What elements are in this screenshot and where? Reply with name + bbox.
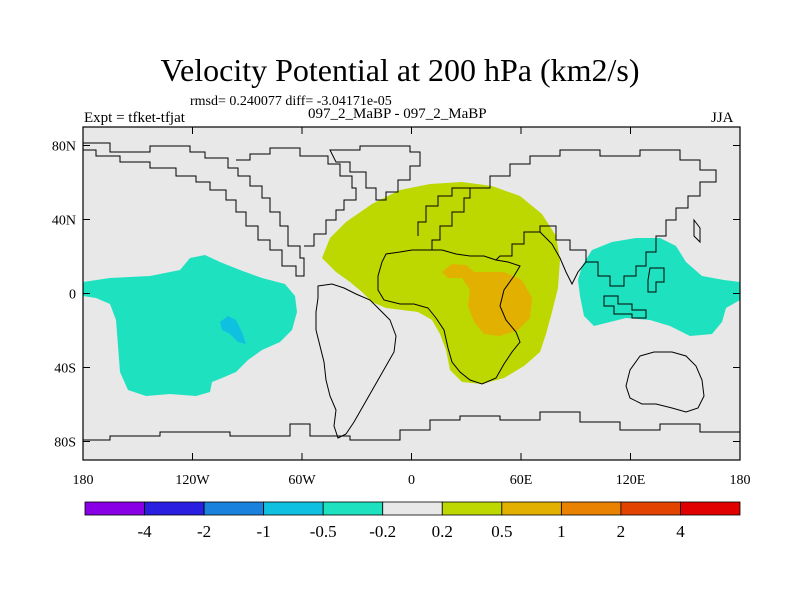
south-america	[315, 283, 397, 439]
x-tick-label: 60W	[288, 473, 316, 488]
colorbar-swatch	[620, 501, 681, 516]
colorbar-label: -0.5	[310, 522, 337, 541]
colorbar-label: -4	[137, 522, 152, 541]
europe-africa	[377, 187, 521, 385]
pacific-negative-region	[83, 255, 297, 396]
western-pacific-negative-region	[578, 238, 740, 336]
colorbar-swatch	[322, 501, 384, 516]
x-tick-label: 0	[408, 473, 415, 488]
axis-ticks: 180 120W 60W 0 60E 120E 180 80N 40N 0 40S 80S	[52, 127, 751, 488]
australia	[625, 351, 705, 413]
colorbar-swatch	[680, 501, 741, 516]
experiment-label: Expt = tfket-tfjat	[84, 110, 185, 126]
greenland	[329, 145, 421, 201]
antarctica	[83, 411, 740, 441]
north-america-east-coast	[236, 147, 357, 247]
colorbar-label: 2	[617, 522, 626, 541]
colorbar-swatch	[560, 501, 622, 516]
coastlines	[83, 142, 740, 441]
india	[539, 231, 587, 286]
colorbar-label: 0.2	[432, 522, 453, 541]
y-tick-label: 0	[69, 288, 76, 303]
case-label: 097_2_MaBP - 097_2_MaBP	[308, 106, 487, 122]
rmsd-label: rmsd= 0.240077 diff= -3.04171e-05	[190, 94, 392, 109]
colorbar-label: -0.2	[369, 522, 396, 541]
colorbar-swatch	[203, 501, 265, 516]
y-tick-label: 80N	[52, 140, 76, 155]
y-tick-label: 40S	[54, 362, 76, 377]
colorbar: -4 -2 -1 -0.5 -0.2 0.2 0.5 1 2 4	[84, 501, 741, 541]
colorbar-label: 1	[557, 522, 566, 541]
north-america-coast	[83, 142, 305, 277]
x-tick-label: 180	[73, 473, 94, 488]
colorbar-swatch	[84, 501, 145, 516]
x-tick-label: 120W	[175, 473, 210, 488]
colorbar-swatch	[144, 501, 205, 516]
colorbar-swatch	[382, 501, 443, 516]
colorbar-label: 0.5	[491, 522, 512, 541]
pacific-minimum-region	[220, 316, 246, 344]
y-tick-label: 40N	[52, 214, 76, 229]
x-tick-label: 60E	[510, 473, 533, 488]
southeast-asia-islands	[603, 218, 701, 319]
colorbar-label: -1	[257, 522, 271, 541]
chart-title: Velocity Potential at 200 hPa (km2/s)	[160, 52, 640, 88]
colorbar-swatch	[263, 501, 324, 516]
filled-contours	[83, 182, 740, 396]
colorbar-swatch	[441, 501, 503, 516]
colorbar-swatch	[501, 501, 562, 516]
asia-north	[470, 149, 717, 287]
x-tick-label: 120E	[616, 473, 646, 488]
x-tick-label: 180	[730, 473, 751, 488]
y-tick-label: 80S	[54, 436, 76, 451]
season-label: JJA	[711, 110, 734, 126]
colorbar-label: -2	[197, 522, 211, 541]
colorbar-label: 4	[676, 522, 685, 541]
